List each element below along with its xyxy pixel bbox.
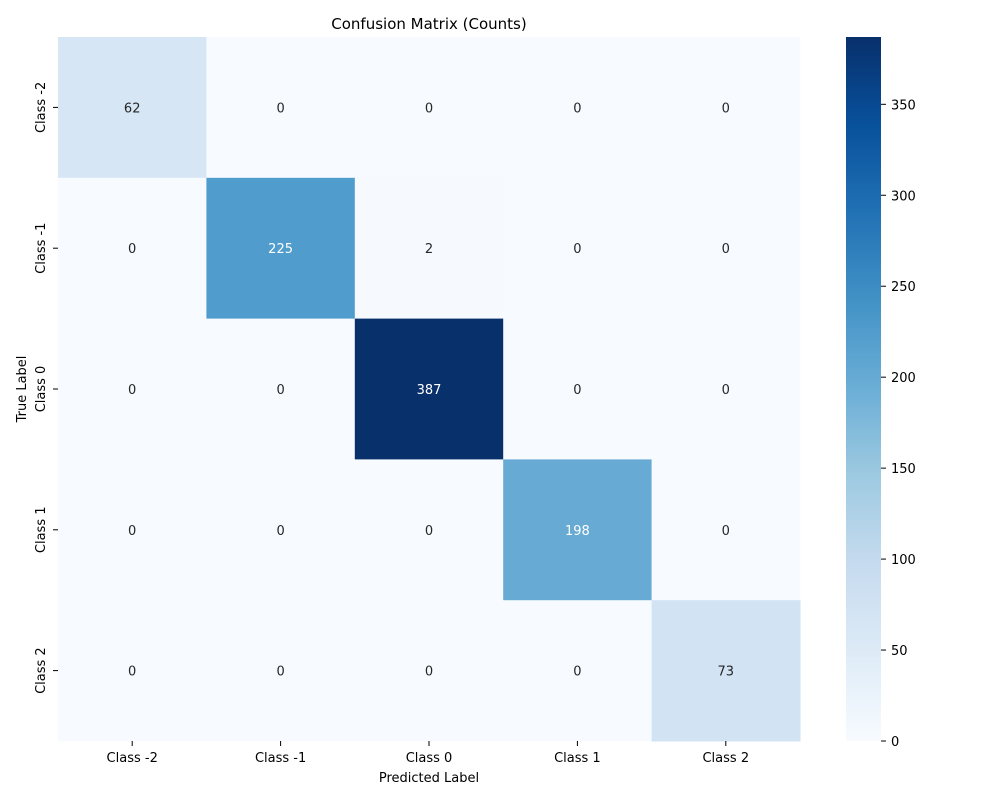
heatmap-cell: [503, 459, 653, 601]
cell-value-label: 0: [425, 101, 433, 116]
cell-value-label: 2: [425, 242, 433, 257]
colorbar-tick-label: 100: [891, 553, 916, 568]
y-tick-label: Class 1: [34, 506, 49, 553]
cell-value-label: 0: [276, 101, 284, 116]
cell-value-label: 0: [722, 242, 730, 257]
x-tick-label: Class 1: [554, 751, 601, 766]
x-tick-label: Class -2: [107, 751, 158, 766]
y-tick-label: Class 0: [34, 366, 49, 413]
cell-value-label: 0: [128, 524, 136, 539]
heatmap-cell: [58, 459, 207, 601]
cell-value-label: 198: [565, 524, 590, 539]
heatmap-cell: [206, 318, 356, 460]
chart-title: Confusion Matrix (Counts): [331, 15, 526, 33]
cell-value-label: 0: [425, 524, 433, 539]
heatmap-cell: [503, 177, 653, 320]
cell-value-label: 0: [128, 665, 136, 680]
cell-value-label: 62: [124, 101, 141, 116]
cell-value-label: 0: [573, 665, 581, 680]
x-axis-ticks: Class -2 Class -1 Class 0 Class 1 Class 2: [107, 741, 749, 766]
y-axis-ticks: Class -2 Class -1 Class 0 Class 1 Class 2: [34, 82, 58, 694]
heatmap-cell: [58, 600, 207, 742]
heatmap-cell: [354, 177, 504, 320]
heatmap-cell: [58, 318, 207, 460]
heatmap-cell: [651, 600, 801, 742]
heatmap-cell: [503, 600, 653, 742]
colorbar-ticks: 0 50 100 150 200 250 300 350: [881, 98, 916, 750]
cell-value-label: 0: [573, 242, 581, 257]
heatmap-cell: [58, 177, 207, 320]
cell-value-label: 387: [417, 383, 442, 398]
heatmap-cell: [58, 37, 207, 179]
heatmap-cell: [354, 37, 504, 179]
cell-value-label: 0: [573, 383, 581, 398]
x-axis-label: Predicted Label: [379, 771, 479, 786]
cell-value-label: 73: [718, 665, 735, 680]
x-tick-label: Class -1: [255, 751, 306, 766]
y-axis-label: True Label: [15, 356, 30, 424]
heatmap-cell: [206, 37, 356, 179]
heatmap-cell: [206, 459, 356, 601]
x-tick-label: Class 2: [702, 751, 749, 766]
cell-value-label: 0: [276, 665, 284, 680]
heatmap-cell: [651, 177, 801, 320]
x-tick-label: Class 0: [406, 751, 453, 766]
cell-value-label: 0: [276, 524, 284, 539]
colorbar-tick-label: 150: [891, 462, 916, 477]
cell-value-label: 225: [268, 242, 293, 257]
colorbar-tick-label: 300: [891, 189, 916, 204]
cell-value-label: 0: [573, 101, 581, 116]
y-tick-label: Class 2: [34, 647, 49, 694]
cell-value-label: 0: [128, 383, 136, 398]
heatmap-cell: [206, 600, 356, 742]
heatmap-cell: [651, 459, 801, 601]
colorbar: [846, 37, 881, 741]
heatmap-cell: [354, 600, 504, 742]
colorbar-tick-label: 200: [891, 371, 916, 386]
heatmap-cell: [354, 459, 504, 601]
cell-value-label: 0: [128, 242, 136, 257]
cell-value-label: 0: [276, 383, 284, 398]
colorbar-tick-label: 350: [891, 98, 916, 113]
heatmap-cell: [503, 318, 653, 460]
cell-value-label: 0: [722, 101, 730, 116]
heatmap-cells: 62 0 0 0 0 0 225 2 0 0 0 0 387 0 0 0 0 0 198 0 0 0 0 0 73: [58, 37, 801, 742]
y-tick-label: Class -1: [34, 223, 49, 274]
heatmap-cell: [651, 37, 801, 179]
colorbar-tick-label: 0: [891, 735, 899, 750]
colorbar-tick-label: 50: [891, 644, 908, 659]
colorbar-tick-label: 250: [891, 280, 916, 295]
heatmap-cell: [503, 37, 653, 179]
cell-value-label: 0: [722, 524, 730, 539]
cell-value-label: 0: [722, 383, 730, 398]
heatmap-cell: [354, 318, 504, 460]
y-tick-label: Class -2: [34, 82, 49, 133]
cell-value-label: 0: [425, 665, 433, 680]
heatmap-cell: [206, 177, 356, 320]
heatmap-cell: [651, 318, 801, 460]
